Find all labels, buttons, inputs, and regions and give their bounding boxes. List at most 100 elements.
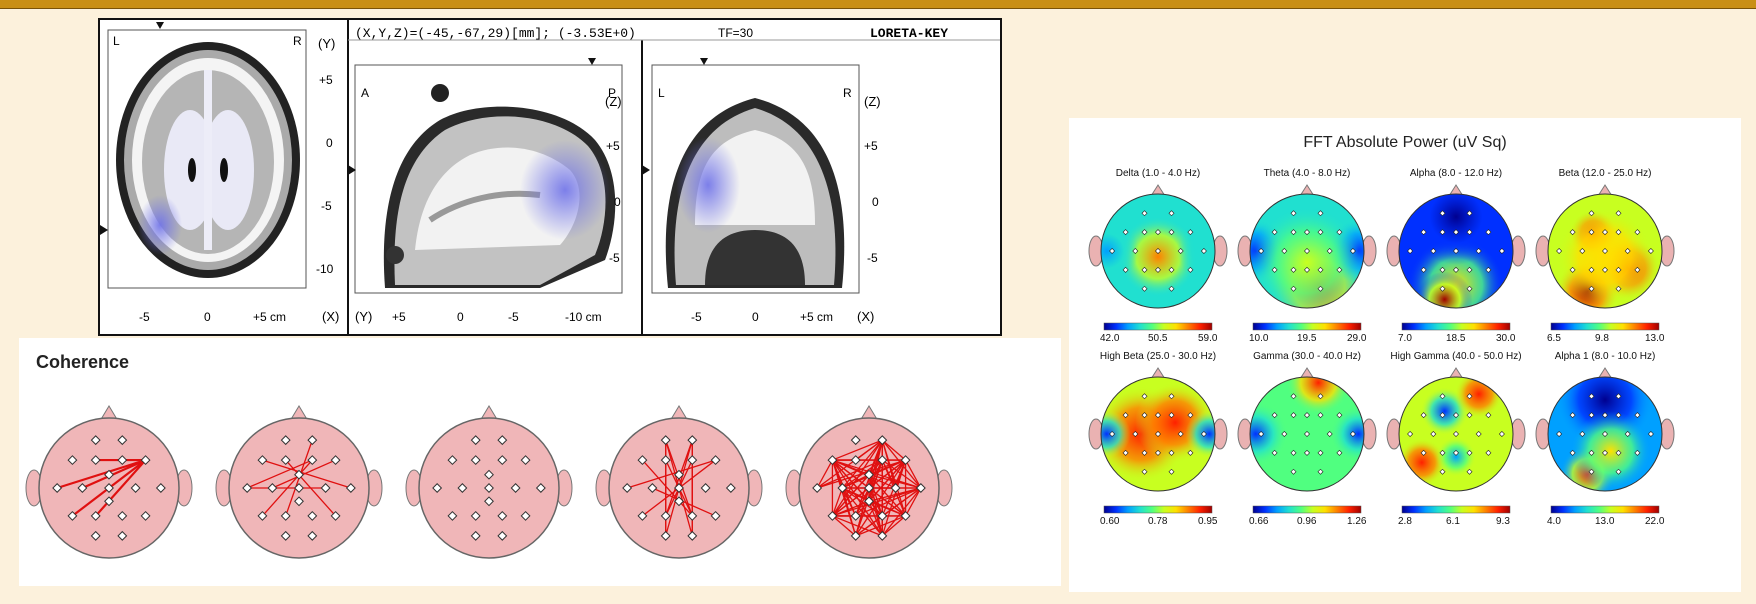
fft-topomaps (1088, 184, 1675, 514)
electrode (1602, 229, 1608, 236)
topomap (1237, 184, 1377, 309)
electrode (307, 530, 318, 541)
electrode (660, 510, 671, 521)
electrode (1141, 393, 1148, 400)
electrode (877, 530, 888, 541)
electrode (67, 510, 78, 521)
coherence-link (832, 459, 870, 476)
coherence-link (855, 487, 922, 517)
electrode (1122, 266, 1129, 273)
axial-marker-left (100, 225, 108, 235)
axial-axis-x: (X) (322, 309, 339, 324)
electrode (1187, 449, 1194, 456)
electrode (1634, 412, 1641, 419)
electrode (1453, 266, 1459, 273)
colorbar-tick-max: 9.3 (1496, 516, 1510, 527)
sagittal-x-tick: +5 (392, 310, 406, 324)
electrode (280, 510, 291, 521)
electrode (1349, 248, 1356, 254)
electrode (1336, 412, 1343, 419)
electrode (1187, 229, 1194, 236)
electrode (1579, 248, 1586, 254)
coronal-x-tick: +5 cm (800, 310, 833, 324)
topomap-label: High Gamma (40.0 - 50.0 Hz) (1390, 351, 1522, 362)
electrode (1109, 248, 1116, 254)
electrode (1647, 431, 1654, 437)
electrode (1168, 229, 1175, 236)
electrode (1336, 449, 1343, 456)
electrode (1187, 412, 1194, 419)
electrode (1317, 266, 1324, 273)
electrode (687, 455, 698, 466)
electrode (1615, 285, 1622, 292)
electrode (1498, 248, 1505, 254)
electrode (687, 435, 698, 446)
loreta-views: L R (Y) +5 0 -5 -10 -5 0 +5 cm (X) (X,Y,… (100, 20, 1000, 334)
electrode (1326, 248, 1333, 254)
electrode (850, 530, 861, 541)
coherence-link (816, 459, 833, 489)
electrode (1430, 248, 1437, 254)
colorbar-tick-max: 30.0 (1496, 333, 1516, 344)
colorbar (1252, 322, 1362, 331)
electrode (1258, 248, 1265, 254)
electrode (687, 530, 698, 541)
electrode (915, 483, 926, 493)
coherence-panel: Coherence (19, 338, 1061, 586)
colorbar (1401, 505, 1511, 514)
electrode (877, 510, 888, 521)
electrode (1466, 412, 1473, 419)
coherence-link (868, 474, 883, 537)
electrode (1602, 248, 1608, 254)
axial-activation (138, 195, 182, 255)
electrode (877, 435, 888, 446)
coronal-z-tick: 0 (872, 195, 879, 209)
axial-label-right: R (293, 34, 302, 48)
electrode (1141, 468, 1148, 475)
coherence-link (81, 459, 147, 490)
sagittal-marker-left (348, 165, 356, 175)
coherence-link (832, 515, 857, 537)
electrode (280, 530, 291, 541)
electrode (1317, 449, 1324, 456)
electrode (1200, 431, 1207, 437)
electrode (1141, 229, 1148, 236)
header-bar (0, 0, 1756, 9)
electrode (1290, 468, 1297, 475)
electrode (1290, 266, 1297, 273)
electrode (1615, 412, 1622, 419)
electrode (1155, 266, 1161, 273)
colorbar-tick-mid: 0.96 (1297, 516, 1317, 527)
electrode (1168, 210, 1175, 217)
electrode (307, 455, 318, 466)
coherence-link (832, 500, 870, 517)
electrode (140, 455, 151, 466)
coherence-link (868, 459, 906, 476)
fft-panel: FFT Absolute Power (uV Sq) Delta (1.0 - … (1069, 118, 1741, 592)
coherence-link (868, 474, 922, 489)
coherence-link (831, 474, 870, 517)
electrode (1271, 229, 1278, 236)
electrode (1485, 449, 1492, 456)
electrode (1602, 431, 1608, 437)
colorbar-tick-max: 22.0 (1645, 516, 1665, 527)
electrode (1588, 468, 1595, 475)
topomap-label: Alpha (8.0 - 12.0 Hz) (1409, 168, 1503, 179)
coherence-link (841, 439, 883, 489)
electrode (1141, 266, 1148, 273)
electrode (1634, 229, 1641, 236)
coherence-link (272, 459, 336, 489)
electrode (1588, 449, 1595, 456)
colorbar (1252, 505, 1362, 514)
colorbar-tick-max: 13.0 (1645, 333, 1665, 344)
electrode (1485, 266, 1492, 273)
electrode (1439, 393, 1446, 400)
electrode (1420, 266, 1427, 273)
electrode (1155, 412, 1161, 419)
axial-y-tick: -10 (316, 262, 334, 276)
electrode (1466, 210, 1473, 217)
electrode (1132, 248, 1139, 254)
tf-readout: TF=30 (718, 26, 753, 40)
electrode (1168, 468, 1175, 475)
coronal-x-tick: -5 (691, 310, 702, 324)
